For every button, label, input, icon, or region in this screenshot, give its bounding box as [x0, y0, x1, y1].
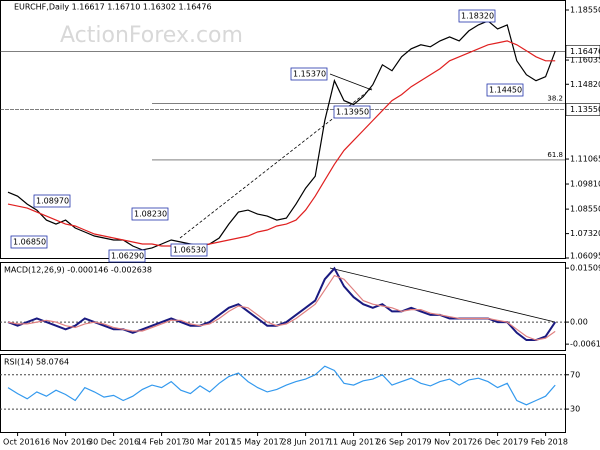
- y-tick-label: 1.06095: [570, 252, 600, 261]
- fib-label: 38.2: [547, 95, 563, 103]
- y-tick-label: 1.07320: [570, 229, 600, 238]
- annotation: 1.13950: [336, 108, 369, 117]
- y-tick-label: 30: [570, 405, 580, 414]
- x-tick-label: 15 May 2017: [232, 438, 284, 447]
- annotation-box: [333, 105, 371, 119]
- annotation: 1.14450: [489, 86, 522, 95]
- macd-panel: [0, 262, 566, 351]
- annotation-box: [131, 207, 169, 221]
- series-line: [7, 274, 556, 341]
- y-tick-label: 0.01509: [570, 264, 600, 273]
- series-line: [7, 40, 556, 247]
- x-tick-label: 26 Sep 2017: [376, 438, 427, 447]
- x-tick-label: 28 Jun 2017: [282, 438, 330, 447]
- x-tick-label: 30 Mar 2017: [184, 438, 235, 447]
- y-tick-label: 1.14820: [570, 80, 600, 89]
- y-tick-label: 70: [570, 370, 580, 379]
- x-tick-label: 9 Feb 2018: [523, 438, 568, 447]
- x-tick-label: 11 Aug 2017: [328, 438, 379, 447]
- watermark: ActionForex.com: [60, 23, 243, 48]
- x-tick-label: 26 Dec 2017: [472, 438, 523, 447]
- level-label: 1.13550: [570, 105, 600, 114]
- level-tag: [565, 103, 600, 116]
- annotation-box: [290, 67, 328, 81]
- y-tick-label: -0.00616: [570, 340, 600, 349]
- rsi-panel: [0, 354, 566, 433]
- level-tag: [565, 44, 600, 58]
- x-tick-label: 3 Oct 2016: [0, 438, 40, 447]
- annotation-box: [33, 194, 71, 208]
- annotation: 1.15370: [293, 70, 326, 79]
- x-tick-label: 9 Nov 2017: [427, 438, 473, 447]
- annotation: 1.18320: [461, 12, 494, 21]
- y-tick-label: 1.08550: [570, 205, 600, 214]
- macd-title: MACD(12,26,9) -0.000146 -0.002638: [4, 266, 152, 275]
- price-title: EURCHF,Daily 1.16617 1.16710 1.16302 1.1…: [14, 3, 212, 12]
- annotation: 1.08970: [36, 197, 69, 206]
- annotation-box: [10, 235, 48, 249]
- price-trendline: [329, 73, 373, 91]
- annotation: 1.06530: [173, 246, 206, 255]
- y-tick-label: 1.16035: [570, 56, 600, 65]
- x-tick-label: 16 Nov 2016: [40, 438, 91, 447]
- annotation-box: [486, 83, 524, 97]
- annotation: 1.06290: [111, 252, 144, 261]
- y-tick-label: 0.00: [570, 318, 588, 327]
- annotation: 1.06850: [13, 238, 46, 247]
- fib-label: 61.8: [547, 151, 563, 159]
- level-label: 1.16476: [570, 47, 600, 56]
- x-tick-label: 30 Dec 2016: [88, 438, 139, 447]
- macd-trendline: [329, 267, 556, 323]
- annotation: 1.08230: [134, 210, 167, 219]
- series-line: [7, 20, 556, 251]
- series-line: [7, 365, 556, 406]
- x-tick-label: 14 Feb 2017: [137, 438, 187, 447]
- annotation-box: [108, 249, 146, 263]
- y-tick-label: 1.11065: [570, 155, 600, 164]
- annotation-box: [170, 243, 208, 257]
- y-tick-label: 1.18550: [570, 5, 600, 14]
- price-trendline: [179, 87, 373, 239]
- y-tick-label: 1.09810: [570, 180, 600, 189]
- price-panel: [0, 0, 566, 259]
- rsi-title: RSI(14) 58.0764: [4, 358, 69, 367]
- annotation-box: [458, 9, 496, 23]
